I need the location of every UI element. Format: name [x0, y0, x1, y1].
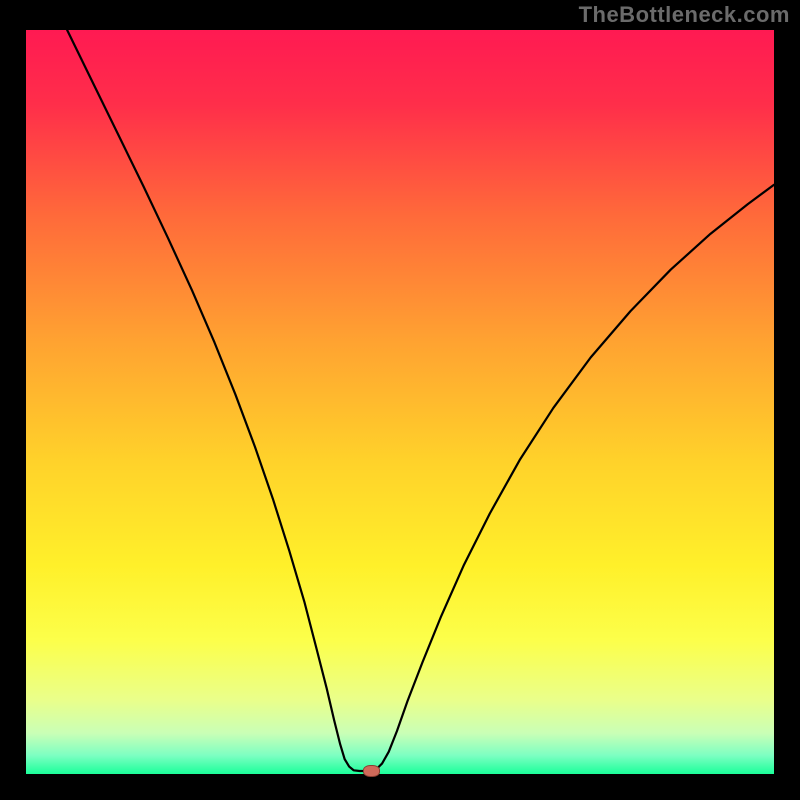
watermark-text: TheBottleneck.com [579, 2, 790, 28]
optimal-point-marker [363, 765, 379, 776]
chart-frame: TheBottleneck.com [0, 0, 800, 800]
bottleneck-curve [26, 30, 774, 774]
